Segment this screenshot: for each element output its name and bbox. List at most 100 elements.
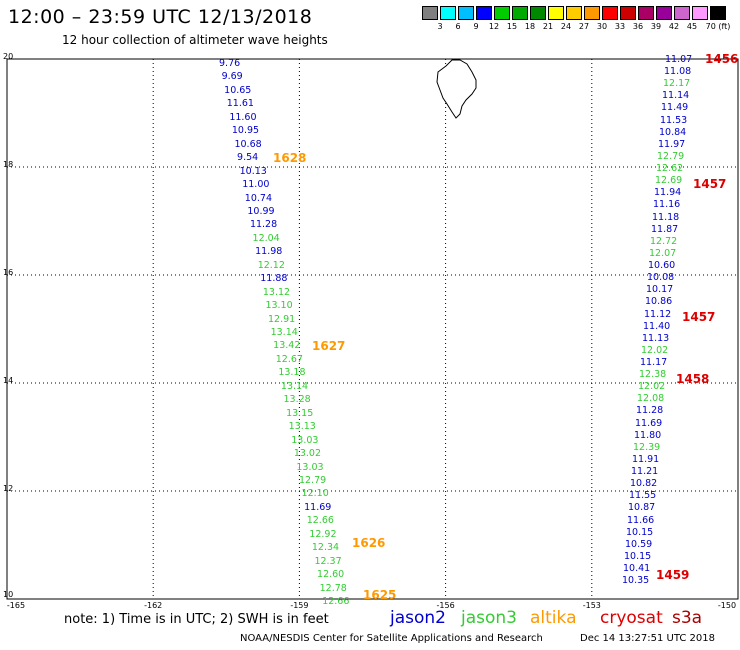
wave-height-value: 10.59 [625,538,653,550]
wave-height-value: 10.15 [626,526,654,538]
wave-height-value: 11.07 [665,54,693,65]
colorbar-swatch [602,6,618,20]
wave-height-value: 10.86 [645,296,673,308]
legend-altika: altika [530,608,577,628]
legend-jason3: jason3 [461,608,517,628]
latitude-label: 10 [3,590,14,599]
wave-height-value: 13.03 [291,434,319,446]
wave-height-value: 11.21 [631,466,659,478]
colorbar-tick-label: 21 [542,22,554,31]
wave-height-value: 11.55 [629,490,657,502]
wave-height-value: 12.37 [314,555,342,567]
colorbar-swatch [638,6,654,20]
colorbar-tick-label: 33 [614,22,626,31]
wave-height-value: 9.69 [221,71,243,83]
wave-height-value: 12.08 [637,393,665,405]
colorbar-tick-label: 12 [488,22,500,31]
wave-height-value: 12.78 [319,582,347,594]
latitude-label: 14 [3,376,14,385]
wave-height-value: 9.76 [219,58,241,69]
colorbar-swatch [674,6,690,20]
wave-height-value: 12.66 [322,596,350,607]
wave-height-value: 11.18 [652,211,680,223]
wave-height-value: 12.69 [655,175,683,187]
legend-cryosat: cryosat [600,608,663,628]
credit-line: NOAA/NESDIS Center for Satellite Applica… [240,633,543,644]
wave-height-value: 10.08 [647,272,675,284]
legend-s3a: s3a [672,608,703,628]
wave-height-value: 11.91 [632,453,660,465]
wave-height-value: 11.49 [661,102,689,114]
wave-height-value: 11.14 [662,90,690,102]
wave-height-value: 11.69 [635,417,663,429]
wave-height-value: 10.99 [247,205,275,217]
colorbar-swatch [458,6,474,20]
orbit-number-label: 1626 [352,536,386,550]
colorbar-swatch [512,6,528,20]
wave-height-value: 12.17 [663,78,691,90]
colorbar-tick-label: 15 [506,22,518,31]
colorbar-tick-label: 42 [668,22,680,31]
wave-height-value: 13.15 [286,407,314,419]
colorbar-swatch [620,6,636,20]
wave-height-value: 13.10 [265,300,293,312]
orbit-number-label: 1625 [363,588,397,602]
orbit-number-label: 1628 [273,151,307,165]
wave-height-value: 13.14 [280,380,309,392]
wave-height-value: 12.67 [275,353,303,365]
latitude-label: 16 [3,268,14,277]
wave-height-value: 12.38 [639,369,667,381]
wave-height-value: 11.94 [654,187,682,199]
wave-height-value: 12.12 [257,259,285,271]
colorbar-tick-label: 30 [596,22,608,31]
wave-height-value: 12.04 [252,232,280,244]
longitude-label: -156 [436,601,455,610]
colorbar-tick-label: 70 (ft) [705,22,731,31]
wave-height-value: 12.62 [656,163,684,175]
wave-height-value: 11.08 [664,66,692,78]
wave-height-value: 11.97 [658,138,686,150]
wave-height-value: 11.98 [255,246,283,258]
colorbar-swatch [710,6,726,20]
colorbar-tick-label: 18 [524,22,536,31]
wave-height-value: 13.14 [270,327,298,338]
wave-height-value: 10.68 [234,138,262,150]
orbit-number-label: 1458 [676,372,710,386]
wave-height-value: 10.87 [628,502,656,514]
footer-note: note: 1) Time is in UTC; 2) SWH is in fe… [64,612,329,627]
colorbar-tick-label: 24 [560,22,572,31]
wave-height-value: 12.91 [268,313,296,325]
colorbar-swatch [584,6,600,20]
colorbar-tick-label: 9 [473,22,479,31]
wave-height-value: 10.41 [623,563,651,575]
wave-height-value: 11.87 [651,223,679,235]
wave-height-value: 10.60 [648,260,676,272]
wave-height-value: 11.53 [660,114,688,126]
wave-height-value: 13.13 [288,421,316,433]
latitude-label: 12 [3,484,14,493]
colorbar-tick-label: 36 [632,22,644,31]
wave-height-value: 10.82 [630,478,658,490]
wave-height-value: 12.10 [301,488,329,500]
longitude-label: -150 [717,601,737,610]
generation-timestamp: Dec 14 13:27:51 UTC 2018 [580,633,715,644]
wave-height-value: 10.35 [622,575,650,587]
wave-height-value: 11.16 [653,199,681,211]
orbit-number-label: 1457 [693,177,727,191]
orbit-number-label: 1456 [705,52,739,66]
wave-height-value: 10.15 [624,550,652,562]
colorbar-tick-label: 45 [686,22,698,31]
wave-height-value: 11.28 [249,219,278,231]
colorbar-swatch [692,6,708,20]
longitude-label: -153 [582,601,601,610]
colorbar-tick-label: 27 [578,22,590,31]
orbit-number-label: 1457 [682,310,716,324]
wave-height-value: 12.34 [311,542,340,554]
map-title: 12:00 – 23:59 UTC 12/13/2018 [8,6,313,28]
wave-height-value: 11.40 [643,320,671,332]
map-subtitle: 12 hour collection of altimeter wave hei… [62,33,328,47]
wave-height-value: 13.18 [278,367,306,379]
colorbar-tick-label: 3 [437,22,443,31]
wave-height-value: 10.84 [659,126,687,138]
